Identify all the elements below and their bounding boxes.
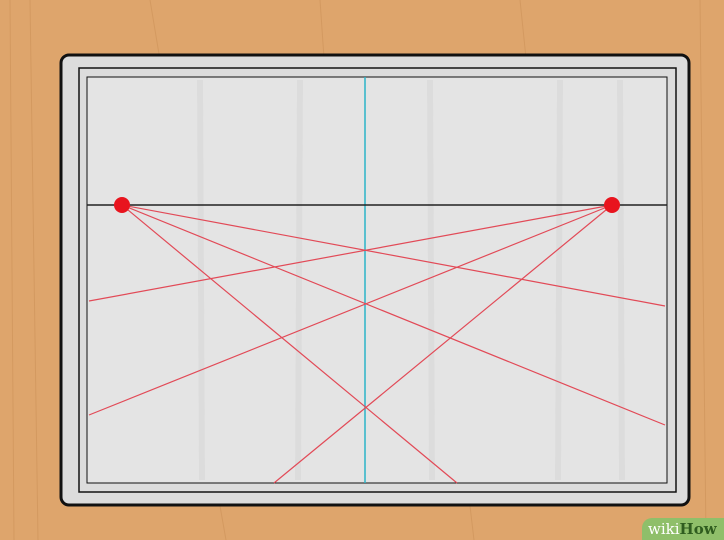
board-outer-border <box>78 67 677 493</box>
left-perspective-line-2 <box>121 204 666 426</box>
wikihow-watermark: wikiHow <box>642 518 724 540</box>
watermark-suffix: How <box>679 520 717 538</box>
left-perspective-line-1 <box>121 204 666 307</box>
right-perspective-line-1 <box>88 204 613 302</box>
right-perspective-lines <box>88 204 613 484</box>
watermark-prefix: wiki <box>648 520 680 538</box>
left-vanishing-point <box>114 197 130 213</box>
right-perspective-line-3 <box>273 204 613 484</box>
drawing-area <box>86 76 668 484</box>
left-perspective-line-3 <box>121 204 458 484</box>
right-perspective-line-2 <box>88 204 613 416</box>
right-vanishing-point <box>604 197 620 213</box>
paper-texture <box>197 79 625 481</box>
wood-grain <box>9 0 707 540</box>
left-perspective-lines <box>121 204 666 484</box>
